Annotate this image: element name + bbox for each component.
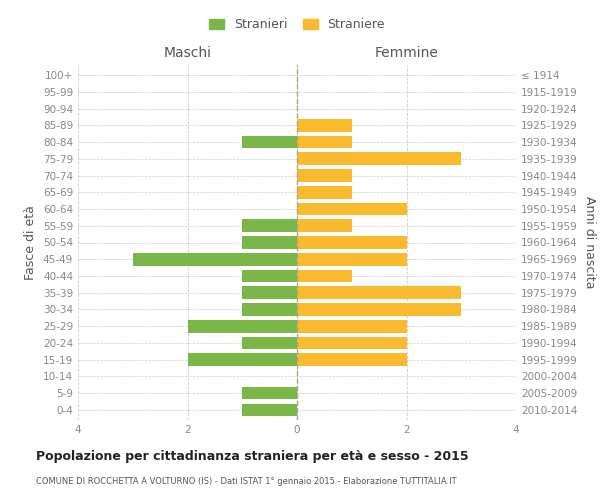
Y-axis label: Anni di nascita: Anni di nascita xyxy=(583,196,596,289)
Bar xyxy=(297,236,407,249)
Text: Femmine: Femmine xyxy=(374,46,439,60)
Bar xyxy=(297,136,352,148)
Text: COMUNE DI ROCCHETTA A VOLTURNO (IS) - Dati ISTAT 1° gennaio 2015 - Elaborazione : COMUNE DI ROCCHETTA A VOLTURNO (IS) - Da… xyxy=(36,478,457,486)
Bar xyxy=(297,152,461,165)
Bar xyxy=(242,270,297,282)
Bar xyxy=(242,236,297,249)
Bar xyxy=(297,169,352,182)
Bar xyxy=(242,220,297,232)
Bar xyxy=(297,270,352,282)
Legend: Stranieri, Straniere: Stranieri, Straniere xyxy=(205,14,389,35)
Bar xyxy=(297,303,461,316)
Bar xyxy=(242,336,297,349)
Bar xyxy=(297,354,407,366)
Text: Popolazione per cittadinanza straniera per età e sesso - 2015: Popolazione per cittadinanza straniera p… xyxy=(36,450,469,463)
Bar xyxy=(297,186,352,198)
Bar xyxy=(242,136,297,148)
Bar xyxy=(297,286,461,299)
Bar xyxy=(133,253,297,266)
Text: Maschi: Maschi xyxy=(163,46,212,60)
Y-axis label: Fasce di età: Fasce di età xyxy=(25,205,37,280)
Bar xyxy=(187,354,297,366)
Bar xyxy=(297,336,407,349)
Bar xyxy=(242,404,297,416)
Bar xyxy=(297,202,407,215)
Bar xyxy=(297,220,352,232)
Bar xyxy=(242,303,297,316)
Bar xyxy=(242,286,297,299)
Bar xyxy=(297,119,352,132)
Bar xyxy=(297,320,407,332)
Bar xyxy=(187,320,297,332)
Bar xyxy=(297,253,407,266)
Bar xyxy=(242,387,297,400)
